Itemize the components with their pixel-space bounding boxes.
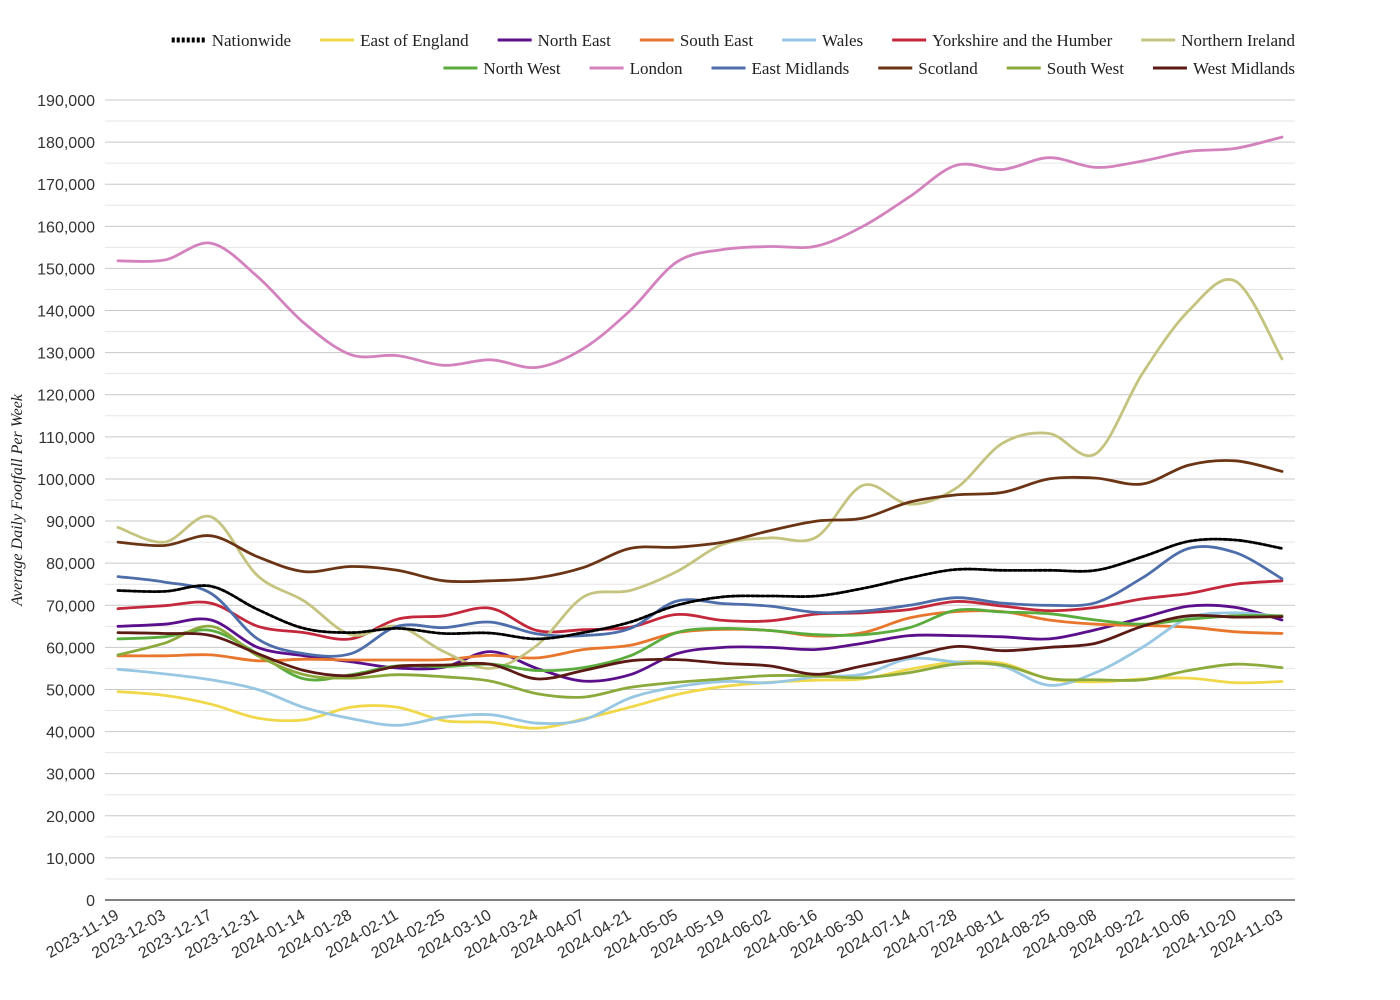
legend-label-yorkshire-and-the-humber: Yorkshire and the Humber: [932, 31, 1112, 50]
series-line-south-west: [116, 624, 1284, 699]
legend-label-north-east: North East: [538, 31, 611, 50]
legend-label-london: London: [630, 59, 683, 78]
legend-label-northern-ireland: Northern Ireland: [1181, 31, 1295, 50]
y-tick-label: 10,000: [46, 851, 95, 868]
y-tick-label: 60,000: [46, 640, 95, 657]
series-line-london: [116, 135, 1284, 370]
legend-label-south-east: South East: [680, 31, 753, 50]
series-line-east-of-england: [116, 659, 1284, 730]
series-line-wales: [116, 611, 1284, 727]
series-line-west-midlands: [116, 613, 1284, 681]
legend-label-west-midlands: West Midlands: [1193, 59, 1295, 78]
y-tick-label: 190,000: [37, 93, 95, 110]
y-tick-label: 20,000: [46, 809, 95, 826]
series-line-scotland: [116, 459, 1284, 584]
y-tick-label: 110,000: [38, 430, 95, 447]
legend-label-south-west: South West: [1047, 59, 1124, 78]
y-tick-label: 80,000: [46, 556, 95, 573]
series-lines: [116, 135, 1284, 730]
y-tick-label: 50,000: [46, 682, 95, 699]
series-line-north-east: [116, 603, 1284, 683]
y-tick-label: 140,000: [37, 304, 95, 321]
legend-label-nationwide: Nationwide: [212, 31, 291, 50]
series-line-nationwide: [116, 537, 1284, 641]
y-tick-label: 180,000: [37, 135, 95, 152]
y-tick-label: 0: [86, 893, 95, 910]
series-line-yorkshire-and-the-humber: [116, 579, 1284, 641]
y-tick-label: 30,000: [46, 767, 95, 784]
y-tick-label: 160,000: [37, 219, 95, 236]
y-tick-label: 130,000: [37, 346, 95, 363]
legend-label-scotland: Scotland: [918, 59, 978, 78]
y-tick-label: 150,000: [37, 261, 95, 278]
y-axis-label: Average Daily Footfall Per Week: [9, 393, 26, 607]
legend-label-north-west: North West: [483, 59, 560, 78]
gridlines: [105, 99, 1295, 880]
y-axis-ticks: 0 10,000 20,000 30,000 40,000 50,000 60,000 70,…: [37, 93, 95, 910]
legend-label-east-midlands: East Midlands: [752, 59, 850, 78]
y-tick-label: 70,000: [46, 598, 95, 615]
y-tick-label: 100,000: [37, 472, 95, 489]
y-tick-label: 90,000: [46, 514, 95, 531]
series-line-north-west: [116, 607, 1284, 682]
x-axis-ticks: 2023-11-192023-12-032023-12-172023-12-31…: [44, 907, 1286, 963]
legend: Nationwide East of England North East South…: [171, 31, 1295, 78]
y-tick-label: 170,000: [37, 177, 95, 194]
y-tick-label: 120,000: [37, 388, 95, 405]
legend-label-wales: Wales: [822, 31, 863, 50]
legend-label-east-of-england: East of England: [360, 31, 469, 50]
series-line-northern-ireland: [116, 278, 1284, 670]
y-tick-label: 40,000: [46, 725, 95, 742]
